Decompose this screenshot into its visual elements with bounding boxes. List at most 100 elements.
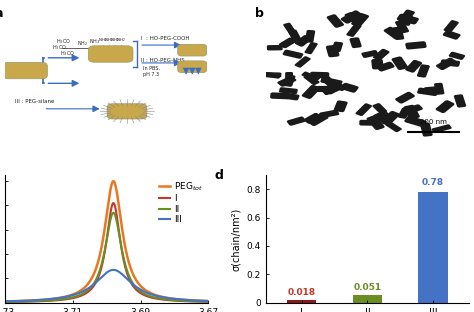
FancyBboxPatch shape bbox=[345, 12, 361, 24]
FancyBboxPatch shape bbox=[277, 76, 296, 87]
FancyBboxPatch shape bbox=[376, 62, 395, 71]
FancyBboxPatch shape bbox=[359, 120, 376, 126]
FancyBboxPatch shape bbox=[283, 23, 297, 35]
Text: 0.051: 0.051 bbox=[353, 283, 382, 292]
FancyBboxPatch shape bbox=[383, 27, 403, 39]
FancyBboxPatch shape bbox=[366, 115, 385, 130]
FancyBboxPatch shape bbox=[402, 15, 413, 26]
FancyBboxPatch shape bbox=[294, 56, 311, 68]
FancyBboxPatch shape bbox=[320, 77, 343, 86]
FancyBboxPatch shape bbox=[322, 85, 343, 95]
FancyBboxPatch shape bbox=[417, 64, 430, 78]
FancyBboxPatch shape bbox=[3, 62, 47, 79]
Text: $\rm H_3CO$: $\rm H_3CO$ bbox=[60, 50, 75, 58]
FancyBboxPatch shape bbox=[454, 94, 466, 108]
FancyBboxPatch shape bbox=[340, 10, 363, 24]
FancyBboxPatch shape bbox=[305, 30, 315, 43]
FancyBboxPatch shape bbox=[395, 92, 415, 104]
FancyBboxPatch shape bbox=[317, 86, 335, 92]
Text: 0.78: 0.78 bbox=[422, 178, 444, 187]
Text: $\rm NH_2$: $\rm NH_2$ bbox=[98, 36, 108, 44]
FancyBboxPatch shape bbox=[420, 123, 433, 137]
FancyBboxPatch shape bbox=[356, 103, 372, 116]
FancyBboxPatch shape bbox=[404, 116, 427, 127]
Text: II : HO-PEG-NHS: II : HO-PEG-NHS bbox=[141, 58, 185, 63]
FancyBboxPatch shape bbox=[371, 59, 383, 70]
FancyBboxPatch shape bbox=[303, 113, 322, 124]
FancyBboxPatch shape bbox=[178, 44, 207, 56]
FancyBboxPatch shape bbox=[374, 113, 390, 124]
FancyBboxPatch shape bbox=[346, 24, 362, 37]
FancyBboxPatch shape bbox=[327, 14, 344, 28]
FancyBboxPatch shape bbox=[448, 52, 465, 60]
FancyBboxPatch shape bbox=[431, 124, 452, 133]
Text: III : PEG-silane: III : PEG-silane bbox=[15, 99, 55, 104]
Text: $\rm H_3CO$: $\rm H_3CO$ bbox=[56, 37, 71, 46]
FancyBboxPatch shape bbox=[405, 41, 427, 50]
FancyBboxPatch shape bbox=[283, 50, 303, 59]
FancyBboxPatch shape bbox=[361, 50, 379, 58]
FancyBboxPatch shape bbox=[417, 88, 438, 96]
FancyBboxPatch shape bbox=[264, 72, 282, 78]
FancyBboxPatch shape bbox=[267, 45, 283, 51]
FancyBboxPatch shape bbox=[340, 83, 359, 93]
FancyBboxPatch shape bbox=[303, 74, 319, 85]
FancyBboxPatch shape bbox=[301, 85, 320, 99]
FancyBboxPatch shape bbox=[332, 41, 343, 52]
FancyBboxPatch shape bbox=[444, 20, 459, 32]
Text: pH 7.3: pH 7.3 bbox=[143, 72, 159, 77]
FancyBboxPatch shape bbox=[440, 59, 460, 67]
FancyBboxPatch shape bbox=[385, 121, 402, 132]
FancyBboxPatch shape bbox=[295, 35, 312, 47]
FancyBboxPatch shape bbox=[321, 76, 339, 89]
FancyBboxPatch shape bbox=[107, 104, 147, 119]
FancyBboxPatch shape bbox=[334, 100, 347, 112]
Text: $\rm NH_2$: $\rm NH_2$ bbox=[104, 36, 114, 44]
Text: d: d bbox=[215, 169, 223, 182]
FancyBboxPatch shape bbox=[270, 92, 290, 99]
FancyBboxPatch shape bbox=[307, 113, 328, 126]
FancyBboxPatch shape bbox=[405, 60, 422, 73]
FancyBboxPatch shape bbox=[330, 80, 347, 91]
FancyBboxPatch shape bbox=[88, 46, 133, 62]
FancyBboxPatch shape bbox=[398, 108, 410, 119]
FancyBboxPatch shape bbox=[301, 71, 320, 81]
FancyBboxPatch shape bbox=[369, 111, 390, 122]
FancyBboxPatch shape bbox=[424, 86, 442, 93]
FancyBboxPatch shape bbox=[403, 104, 423, 115]
Text: a: a bbox=[0, 7, 3, 20]
FancyBboxPatch shape bbox=[392, 27, 404, 40]
Bar bbox=[419, 192, 448, 303]
Text: 0.018: 0.018 bbox=[288, 288, 316, 296]
FancyBboxPatch shape bbox=[178, 61, 207, 73]
FancyBboxPatch shape bbox=[397, 14, 419, 24]
FancyBboxPatch shape bbox=[443, 30, 461, 40]
Text: 200 nm: 200 nm bbox=[420, 119, 447, 125]
Bar bbox=[353, 295, 382, 303]
Text: I  : HO-PEG-COOH: I : HO-PEG-COOH bbox=[141, 36, 190, 41]
FancyBboxPatch shape bbox=[351, 13, 369, 27]
FancyBboxPatch shape bbox=[304, 42, 318, 54]
FancyBboxPatch shape bbox=[395, 20, 409, 33]
FancyBboxPatch shape bbox=[288, 30, 301, 42]
FancyBboxPatch shape bbox=[398, 10, 415, 23]
FancyBboxPatch shape bbox=[436, 57, 457, 70]
Text: $\rm NH_2$: $\rm NH_2$ bbox=[77, 39, 88, 48]
Text: b: b bbox=[255, 7, 264, 20]
FancyBboxPatch shape bbox=[280, 92, 300, 100]
FancyBboxPatch shape bbox=[264, 72, 281, 79]
FancyBboxPatch shape bbox=[310, 72, 329, 78]
Text: $\rm NH_2$: $\rm NH_2$ bbox=[116, 36, 126, 44]
Text: $\rm NH_2$: $\rm NH_2$ bbox=[110, 36, 119, 44]
Y-axis label: σ(chain/nm²): σ(chain/nm²) bbox=[231, 207, 241, 271]
FancyBboxPatch shape bbox=[436, 100, 455, 113]
FancyBboxPatch shape bbox=[285, 72, 293, 83]
FancyBboxPatch shape bbox=[283, 75, 295, 87]
FancyBboxPatch shape bbox=[349, 37, 362, 48]
FancyBboxPatch shape bbox=[403, 105, 420, 119]
FancyBboxPatch shape bbox=[279, 87, 298, 94]
Text: $\rm NH_3$: $\rm NH_3$ bbox=[89, 37, 100, 46]
Text: In PBS,: In PBS, bbox=[143, 66, 160, 71]
Bar bbox=[287, 300, 317, 303]
FancyBboxPatch shape bbox=[279, 37, 296, 48]
